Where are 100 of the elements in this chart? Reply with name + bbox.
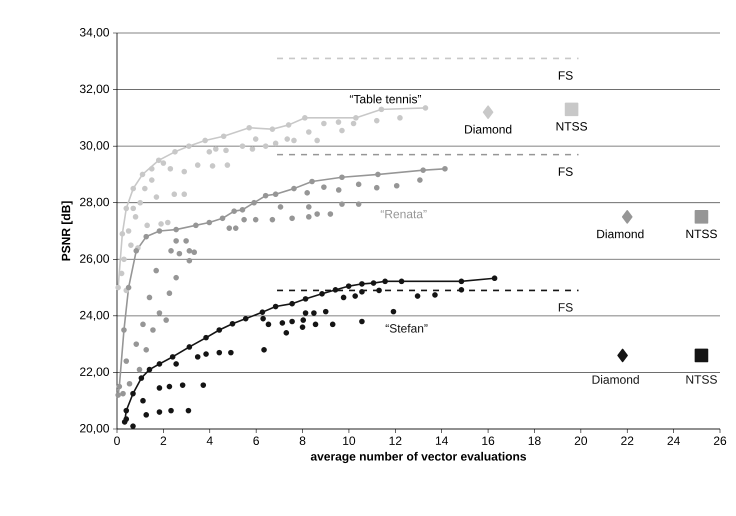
point	[216, 350, 222, 356]
point	[137, 200, 143, 206]
point	[186, 408, 192, 414]
point	[270, 216, 276, 222]
point	[170, 354, 176, 360]
point	[432, 292, 438, 298]
point	[210, 163, 216, 169]
point	[183, 238, 189, 244]
point	[171, 191, 178, 198]
x-tick-label: 0	[114, 436, 120, 446]
x-tick-label: 2	[160, 436, 166, 445]
point	[153, 268, 159, 274]
point	[140, 172, 146, 178]
point	[123, 408, 130, 414]
point	[482, 105, 494, 119]
point	[148, 177, 155, 183]
point	[173, 361, 179, 367]
point	[166, 290, 172, 296]
point	[142, 186, 148, 192]
point	[314, 211, 320, 217]
point	[216, 327, 222, 333]
point	[394, 182, 400, 189]
point	[278, 204, 284, 210]
point	[322, 308, 329, 314]
point	[311, 310, 317, 316]
point	[156, 409, 162, 415]
point	[306, 129, 312, 135]
point	[359, 318, 365, 324]
point	[168, 408, 174, 414]
series-label: FS	[558, 303, 573, 312]
point	[312, 322, 318, 328]
point	[289, 318, 295, 324]
point	[694, 210, 708, 224]
point	[122, 419, 128, 425]
point	[148, 166, 155, 172]
point	[300, 324, 306, 330]
point	[180, 382, 186, 388]
point	[262, 192, 268, 198]
point	[186, 143, 192, 149]
x-tick-label: 26	[714, 436, 726, 446]
point	[163, 317, 169, 323]
point	[321, 184, 327, 190]
point	[359, 289, 365, 295]
point	[314, 138, 320, 144]
point	[213, 146, 219, 152]
point	[339, 128, 345, 134]
point	[622, 210, 633, 224]
point	[230, 320, 236, 327]
point	[336, 187, 342, 193]
point	[158, 221, 164, 227]
point	[250, 146, 256, 152]
point	[564, 102, 578, 116]
point	[398, 278, 404, 284]
x-tick-label: 20	[574, 436, 588, 446]
y-tick-label: 22,00	[80, 367, 110, 378]
point	[694, 348, 708, 362]
point	[390, 308, 396, 314]
series-label: NTSS	[556, 122, 588, 131]
point	[228, 350, 234, 356]
point	[252, 136, 258, 142]
point	[202, 138, 208, 144]
y-tick-label: 34,00	[80, 28, 110, 38]
point	[173, 238, 179, 244]
point	[260, 316, 266, 322]
point	[126, 228, 132, 234]
y-tick-label: 32,00	[80, 84, 110, 95]
point	[143, 412, 150, 418]
point	[270, 126, 276, 132]
point	[121, 327, 127, 333]
point	[181, 168, 188, 174]
point	[130, 186, 136, 192]
point	[194, 162, 201, 168]
point	[156, 157, 162, 164]
point	[156, 228, 162, 234]
x-tick-label: 12	[390, 436, 402, 445]
point	[193, 222, 199, 228]
point	[143, 234, 150, 240]
point	[339, 201, 345, 207]
point	[143, 346, 150, 353]
point	[120, 390, 126, 396]
point	[414, 293, 420, 299]
series-label: “Renata”	[380, 210, 427, 218]
point	[181, 191, 188, 198]
point	[241, 216, 247, 222]
point	[442, 166, 448, 172]
x-axis-title: average number of vector evaluations	[310, 452, 526, 464]
point	[336, 119, 342, 125]
point	[220, 215, 226, 222]
y-tick-label: 28,00	[80, 198, 110, 208]
point	[284, 136, 290, 142]
point	[302, 296, 308, 302]
point	[140, 398, 146, 404]
point	[191, 249, 198, 256]
point	[374, 118, 380, 124]
point	[220, 133, 226, 140]
point	[140, 322, 146, 328]
point	[231, 208, 237, 214]
point	[260, 309, 266, 315]
point	[173, 274, 179, 280]
point	[302, 115, 308, 121]
